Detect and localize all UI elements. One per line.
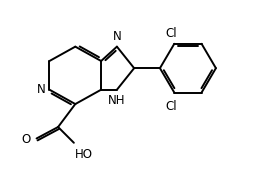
Text: N: N (113, 30, 121, 43)
Text: Cl: Cl (165, 100, 177, 113)
Text: NH: NH (108, 94, 126, 107)
Text: O: O (22, 133, 31, 146)
Text: N: N (36, 83, 45, 96)
Text: Cl: Cl (165, 27, 177, 40)
Text: HO: HO (75, 148, 93, 161)
